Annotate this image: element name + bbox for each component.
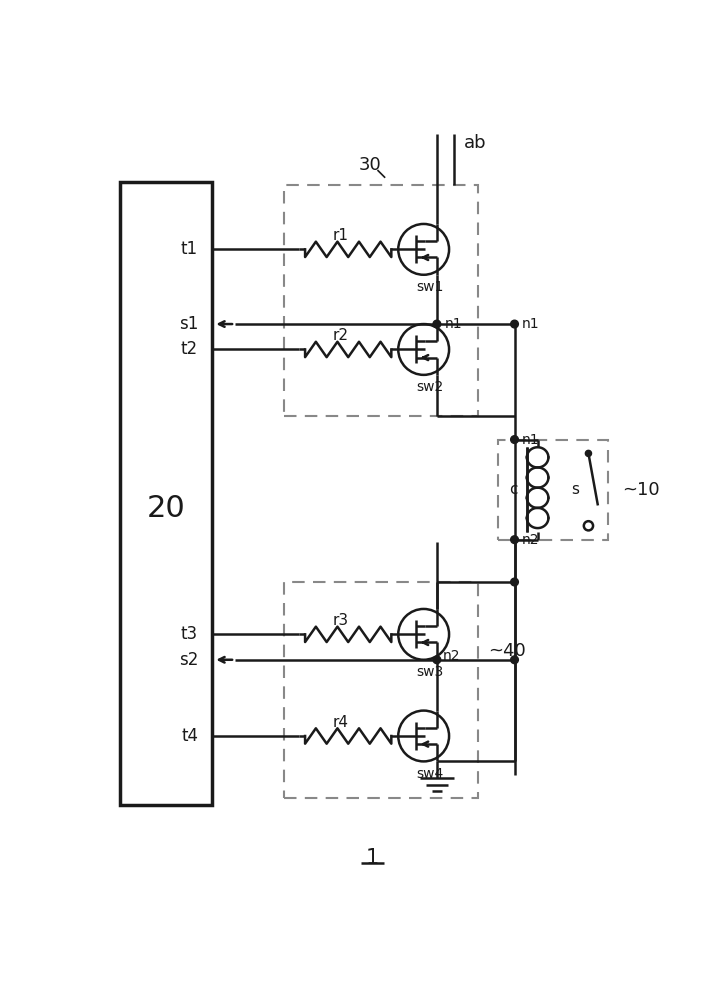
Text: ~40: ~40 — [489, 642, 526, 660]
Text: t1: t1 — [181, 240, 198, 258]
Text: t2: t2 — [181, 340, 198, 358]
Text: ~10: ~10 — [622, 481, 660, 499]
Text: r1: r1 — [333, 228, 348, 243]
Circle shape — [510, 436, 518, 443]
Text: t3: t3 — [181, 625, 198, 643]
Text: 1: 1 — [365, 848, 379, 868]
Text: r2: r2 — [333, 328, 348, 343]
Circle shape — [510, 320, 518, 328]
Text: s2: s2 — [179, 651, 198, 669]
Circle shape — [433, 320, 441, 328]
Text: sw4: sw4 — [416, 767, 444, 781]
Text: n1: n1 — [444, 317, 462, 331]
Text: 20: 20 — [147, 494, 185, 523]
Text: r3: r3 — [333, 613, 348, 628]
Circle shape — [510, 578, 518, 586]
Circle shape — [585, 450, 592, 456]
Text: sw1: sw1 — [416, 280, 444, 294]
Text: n2: n2 — [443, 649, 460, 663]
Text: sw2: sw2 — [416, 380, 444, 394]
Text: c: c — [509, 482, 518, 497]
Text: n1: n1 — [522, 433, 540, 447]
Circle shape — [510, 536, 518, 544]
Text: ab: ab — [464, 134, 486, 152]
Text: s1: s1 — [179, 315, 198, 333]
Text: r4: r4 — [333, 715, 348, 730]
Text: n2: n2 — [522, 533, 539, 547]
Text: 30: 30 — [359, 156, 381, 174]
Circle shape — [433, 656, 441, 664]
Text: n1: n1 — [522, 317, 540, 331]
Text: t4: t4 — [181, 727, 198, 745]
Text: sw3: sw3 — [416, 665, 444, 679]
Text: s: s — [571, 482, 579, 497]
Circle shape — [510, 656, 518, 664]
